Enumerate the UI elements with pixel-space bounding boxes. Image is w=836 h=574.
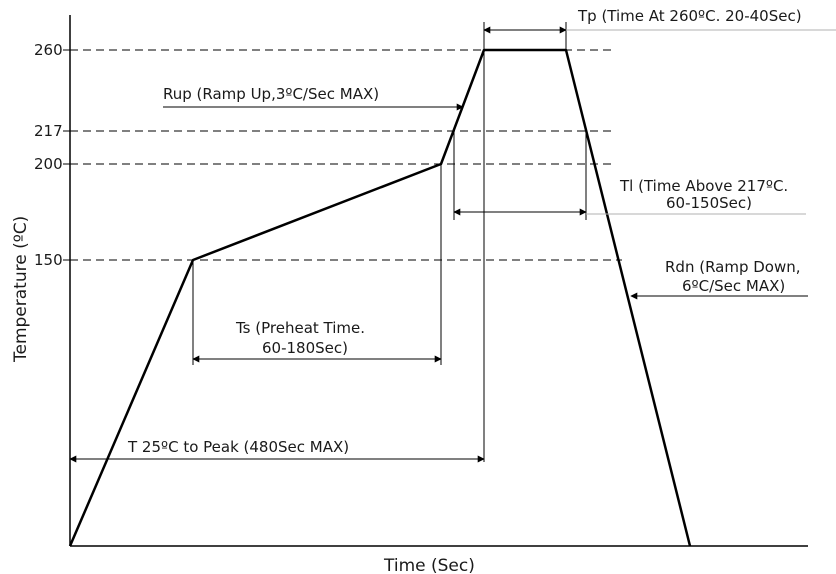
rup-label: Rup (Ramp Up,3ºC/Sec MAX) — [163, 85, 379, 103]
rdn-label-line2: 6ºC/Sec MAX) — [682, 277, 785, 295]
y-tick-150: 150 — [34, 251, 63, 269]
ts-label-line2: 60-180Sec) — [262, 339, 348, 357]
rdn-label-line1: Rdn (Ramp Down, — [665, 258, 801, 276]
tl-label-line2: 60-150Sec) — [666, 194, 752, 212]
reflow-profile-curve — [68, 48, 692, 547]
y-tick-217: 217 — [34, 122, 63, 140]
y-tick-200: 200 — [34, 155, 63, 173]
y-axis-title: Temperature (ºC) — [11, 216, 31, 363]
tl-label-line1: Tl (Time Above 217ºC. — [619, 177, 788, 195]
ts-label-line1: Ts (Preheat Time. — [235, 319, 365, 337]
y-tick-260: 260 — [34, 41, 63, 59]
t25-label: T 25ºC to Peak (480Sec MAX) — [127, 438, 349, 456]
tp-label: Tp (Time At 260ºC. 20-40Sec) — [577, 7, 802, 25]
x-axis-title: Time (Sec) — [383, 556, 475, 574]
